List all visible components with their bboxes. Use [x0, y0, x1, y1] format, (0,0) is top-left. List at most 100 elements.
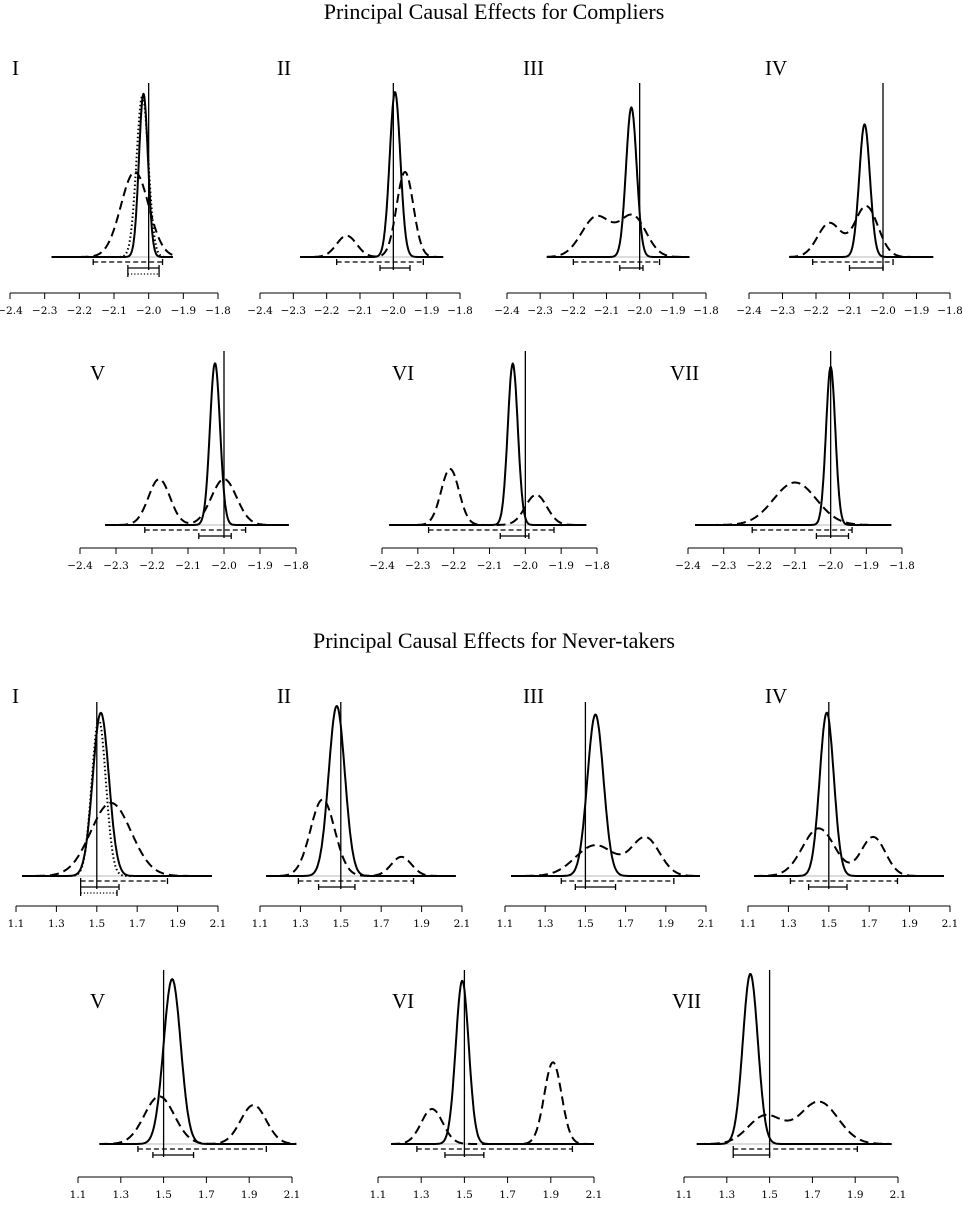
dashed-interval-bar	[297, 878, 415, 884]
panel-label: IV	[765, 56, 787, 80]
panel-label: V	[90, 361, 105, 385]
x-tick-label: −2.4	[247, 305, 273, 317]
solid-interval-bar	[732, 1152, 771, 1158]
solid-interval-bar	[379, 265, 411, 271]
x-tick-label: −2.0	[211, 560, 237, 572]
dashed-interval-bar	[416, 1146, 574, 1152]
x-tick-label: −2.3	[103, 560, 129, 572]
x-tick-label: −2.4	[369, 560, 395, 572]
solid-density-curve	[265, 705, 457, 877]
dashed-density-curve	[753, 827, 945, 877]
x-tick-label: −1.9	[854, 560, 880, 572]
x-tick-label: 1.3	[537, 918, 554, 930]
x-tick-label: 1.7	[373, 918, 390, 930]
x-tick-label: −1.8	[205, 305, 231, 317]
dashed-density-curve	[99, 1095, 297, 1145]
x-tick-label: 1.7	[617, 918, 634, 930]
x-tick-label: 1.1	[740, 918, 757, 930]
density-panel: VII −2.4 −2.3 −2.2 −2.1 −2.0 −1.9 −1.8	[670, 351, 915, 572]
solid-density-curve	[390, 979, 595, 1145]
x-tick-label: −2.2	[747, 560, 773, 572]
solid-interval-bar	[807, 884, 848, 890]
dashed-density-curve	[388, 467, 587, 526]
dashed-interval-bar	[789, 878, 899, 884]
x-tick-label: 2.1	[454, 918, 471, 930]
density-panel: VI −2.4 −2.3 −2.2 −2.1 −2.0 −1.9 −1.8	[369, 351, 610, 572]
panel-label: VI	[392, 989, 414, 1013]
x-tick-label: −2.1	[101, 305, 127, 317]
solid-interval-bar	[79, 884, 120, 890]
x-tick-label: −2.4	[0, 305, 23, 317]
dashed-density-curve	[694, 481, 892, 526]
x-tick-label: 1.7	[499, 1189, 516, 1201]
compliers-section-title: Principal Causal Effects for Compliers	[324, 0, 665, 24]
solid-density-curve	[51, 92, 174, 258]
x-tick-label: −1.9	[660, 305, 686, 317]
density-panel: I −2.4 −2.3 −2.2 −2.1 −2.0 −1.9 −1.8	[0, 56, 231, 317]
x-tick-label: 1.9	[241, 1189, 258, 1201]
x-tick-label: −2.1	[175, 560, 201, 572]
solid-interval-bar	[815, 533, 850, 539]
dashed-interval-bar	[137, 1146, 267, 1152]
x-tick-label: −1.9	[247, 560, 273, 572]
solid-interval-bar	[619, 265, 644, 271]
x-tick-label: 1.1	[8, 918, 25, 930]
dashed-interval-bar	[732, 1146, 858, 1152]
x-tick-label: −2.1	[782, 560, 808, 572]
x-tick-label: −1.9	[171, 305, 197, 317]
solid-density-curve	[388, 362, 587, 526]
x-tick-label: 1.7	[804, 1189, 821, 1201]
x-tick-label: −1.8	[889, 560, 915, 572]
x-tick-label: 1.5	[88, 918, 105, 930]
x-tick-label: 1.9	[657, 918, 674, 930]
x-tick-label: −1.8	[283, 560, 309, 572]
panel-label: VII	[672, 989, 701, 1013]
x-tick-label: −1.9	[548, 560, 574, 572]
x-tick-label: −2.4	[675, 560, 701, 572]
solid-density-curve	[510, 713, 701, 877]
x-tick-label: −2.1	[837, 305, 863, 317]
x-tick-label: 1.9	[901, 918, 918, 930]
panel-label: V	[90, 989, 105, 1013]
dashed-interval-bar	[572, 259, 661, 265]
x-tick-label: −2.4	[67, 560, 93, 572]
density-panel: III 1.1 1.3 1.5 1.7 1.9 2.1	[497, 684, 715, 930]
dashed-density-curve	[21, 801, 213, 877]
x-tick-label: 1.1	[676, 1189, 693, 1201]
x-tick-label: 1.3	[292, 918, 309, 930]
panel-label: VII	[670, 361, 699, 385]
x-tick-label: 1.5	[332, 918, 349, 930]
dashed-interval-bar	[751, 527, 853, 533]
solid-interval-bar	[444, 1152, 485, 1158]
solid-interval-bar	[152, 1152, 195, 1158]
solid-interval-bar	[574, 884, 617, 890]
dashed-density-curve	[510, 835, 701, 877]
x-tick-label: −1.8	[693, 305, 719, 317]
x-tick-label: −2.2	[561, 305, 587, 317]
panel-label: II	[277, 56, 291, 80]
solid-interval-bar	[499, 533, 530, 539]
density-panel: IV 1.1 1.3 1.5 1.7 1.9 2.1	[740, 684, 959, 930]
x-tick-label: −2.3	[32, 305, 58, 317]
x-tick-label: 1.3	[48, 918, 65, 930]
dashed-interval-bar	[812, 259, 894, 265]
solid-density-curve	[21, 711, 213, 877]
x-tick-label: −2.0	[381, 305, 407, 317]
density-panel: VI 1.1 1.3 1.5 1.7 1.9 2.1	[370, 970, 602, 1201]
dashed-density-curve	[546, 213, 690, 258]
dotted-interval-bar	[127, 271, 160, 277]
x-tick-label: 2.1	[942, 918, 959, 930]
solid-interval-bar	[317, 884, 356, 890]
x-tick-label: 1.9	[413, 918, 430, 930]
x-tick-label: −1.8	[584, 560, 610, 572]
panel-label: I	[12, 684, 19, 708]
x-tick-label: −2.3	[527, 305, 553, 317]
dashed-density-curve	[788, 205, 934, 258]
x-tick-label: −2.0	[870, 305, 896, 317]
dashed-interval-bar	[144, 527, 247, 533]
dashed-density-curve	[390, 1061, 595, 1145]
x-tick-label: −2.2	[139, 560, 165, 572]
solid-density-curve	[696, 973, 892, 1145]
panel-label: II	[277, 684, 291, 708]
